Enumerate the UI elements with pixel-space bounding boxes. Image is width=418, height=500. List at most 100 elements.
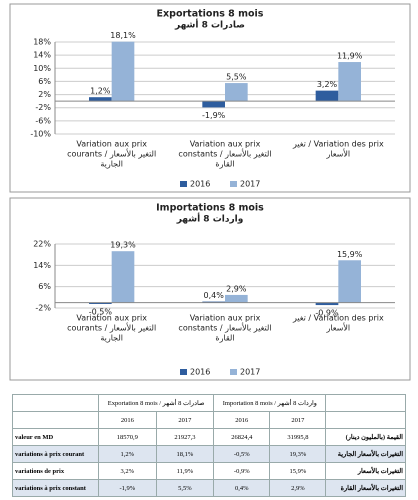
bar [202,301,225,303]
y-tick-label: 6% [38,77,51,86]
legend-swatch [180,181,187,187]
bar [225,83,248,102]
chart-frame [9,197,411,381]
value-label: -0,9% [315,309,339,318]
x-tick-label: الأسعار [326,149,351,159]
y-tick-label: -2% [35,304,51,313]
y-tick-label: 6% [38,282,51,291]
value-label: 18,1% [110,31,136,40]
cell: variations à prix constant [11,479,100,497]
bar [202,101,225,108]
value-label: 1,2% [90,87,111,96]
cell: 5,5% [155,479,215,497]
x-tick-label: courants / التغير بالأسعار [67,323,156,333]
x-tick-label: constants / التغير بالأسعار [178,149,271,159]
chart-title: Importations 8 mois [156,203,264,214]
cell [11,411,100,429]
chart-title: Exportations 8 mois [157,9,264,20]
y-tick-label: -10% [30,130,51,139]
value-label: 3,2% [317,80,338,89]
x-tick-label: Variation aux prix [76,140,147,149]
table-row: variations de prix 3,2% 11,9% -0,9% 15,9% الت… [11,462,406,480]
chart-frame [9,3,411,193]
cell: القيمة (بالمليون دينار) [325,428,406,446]
x-tick-label: القارة [215,334,234,343]
x-tick-label: Variation aux prix [76,314,147,323]
cell: 15,9% [269,462,327,480]
y-tick-label: -2% [35,103,51,112]
x-tick-label: الأسعار [326,323,351,333]
cell: -0,5% [213,445,271,463]
value-label: -0,5% [89,308,113,317]
legend-label: 2017 [240,368,260,377]
cell: 31995,8 [269,428,327,446]
cell: 26824,4 [213,428,271,446]
cell: -1,9% [98,479,157,497]
cell: 11,9% [155,462,215,480]
value-label: -1,9% [202,111,226,120]
cell [11,394,100,412]
value-label: 5,5% [226,73,247,82]
y-tick-label: 10% [33,64,51,73]
bar [338,260,361,303]
x-tick-label: الجارية [100,160,123,169]
y-tick-label: -6% [35,116,51,125]
year-cell: 2017 [155,411,215,429]
bar [111,41,135,102]
cell: التغيرات بالأسعار [325,462,406,480]
y-tick-label: 18% [33,38,51,47]
cell: 0,4% [213,479,271,497]
y-tick-label: 14% [33,51,51,60]
cell: variations de prix [11,462,100,480]
bar [338,62,361,102]
chart-subtitle: واردات 8 أشهر [176,213,244,225]
legend-swatch [230,181,237,187]
data-table: Exportation 8 mois / صادرات 8 أشهر Impor… [11,394,406,497]
x-tick-label: Variation aux prix [190,140,261,149]
cell: variations à prix courant [11,445,100,463]
table-row: valeur en MD 18570,9 21927,3 26824,4 31995,8… [11,428,406,446]
bar [111,251,135,303]
header-cell: Exportation 8 mois / صادرات 8 أشهر [98,394,215,412]
table-years: 2016 2017 2016 2017 [11,411,406,429]
value-label: 0,4% [204,291,225,300]
cell: valeur en MD [11,428,100,446]
x-tick-label: constants / التغير بالأسعار [178,323,271,333]
value-label: 15,9% [337,250,363,259]
cell: التغيرات بالأسعار الجارية [325,445,406,463]
x-tick-label: الجارية [100,334,123,343]
chart-subtitle: صادرات 8 أشهر [174,19,245,31]
cell: 1,2% [98,445,157,463]
cell: 18570,9 [98,428,157,446]
y-tick-label: 22% [33,240,51,249]
cell: 3,2% [98,462,157,480]
x-tick-label: تغير / Variation des prix [292,314,384,323]
cell [325,411,406,429]
cell: التغيرات بالأسعار القارة [325,479,406,497]
cell [325,394,406,412]
cell: 2,9% [269,479,327,497]
year-cell: 2016 [213,411,271,429]
x-tick-label: القارة [215,160,234,169]
cell: 21927,3 [155,428,215,446]
cell: -0,9% [213,462,271,480]
table-row: variations à prix constant -1,9% 5,5% 0,4% 2… [11,479,406,497]
value-label: 11,9% [337,52,363,61]
x-tick-label: courants / التغير بالأسعار [67,149,156,159]
x-tick-label: تغير / Variation des prix [292,140,384,149]
bar [89,97,112,102]
header-cell: Importation 8 mois / واردات 8 أشهر [213,394,327,412]
table-row: variations à prix courant 1,2% 18,1% -0,5% 1… [11,445,406,463]
bar [89,302,112,304]
legend-swatch [180,369,187,375]
year-cell: 2016 [98,411,157,429]
legend-label: 2017 [240,180,260,189]
bar [225,294,248,303]
legend-label: 2016 [190,368,210,377]
bar [315,90,339,102]
cell: 18,1% [155,445,215,463]
legend-label: 2016 [190,180,210,189]
table-header: Exportation 8 mois / صادرات 8 أشهر Impor… [11,394,406,412]
